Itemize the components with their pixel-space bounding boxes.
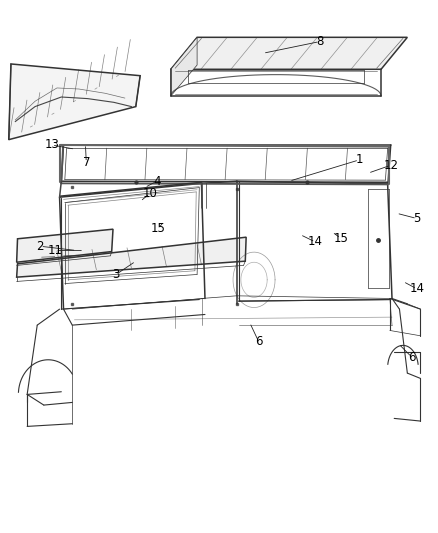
Text: 14: 14 bbox=[410, 282, 424, 295]
Text: 6: 6 bbox=[408, 351, 416, 364]
Text: 8: 8 bbox=[316, 35, 323, 48]
Text: 1: 1 bbox=[355, 154, 363, 166]
Polygon shape bbox=[9, 64, 140, 140]
Polygon shape bbox=[171, 37, 197, 96]
Polygon shape bbox=[171, 37, 407, 69]
Polygon shape bbox=[17, 237, 246, 277]
Text: 13: 13 bbox=[44, 139, 59, 151]
Text: 11: 11 bbox=[48, 244, 63, 257]
Polygon shape bbox=[17, 229, 113, 262]
Text: 7: 7 bbox=[82, 156, 90, 169]
Text: 14: 14 bbox=[308, 236, 323, 248]
Text: 3: 3 bbox=[113, 268, 120, 281]
Text: 5: 5 bbox=[413, 212, 420, 225]
Text: 15: 15 bbox=[151, 222, 166, 235]
Text: 15: 15 bbox=[333, 232, 348, 245]
Text: 2: 2 bbox=[36, 240, 44, 253]
Text: 10: 10 bbox=[142, 187, 157, 200]
Text: 4: 4 bbox=[153, 175, 161, 188]
Text: 12: 12 bbox=[383, 159, 398, 172]
Text: 6: 6 bbox=[254, 335, 262, 348]
